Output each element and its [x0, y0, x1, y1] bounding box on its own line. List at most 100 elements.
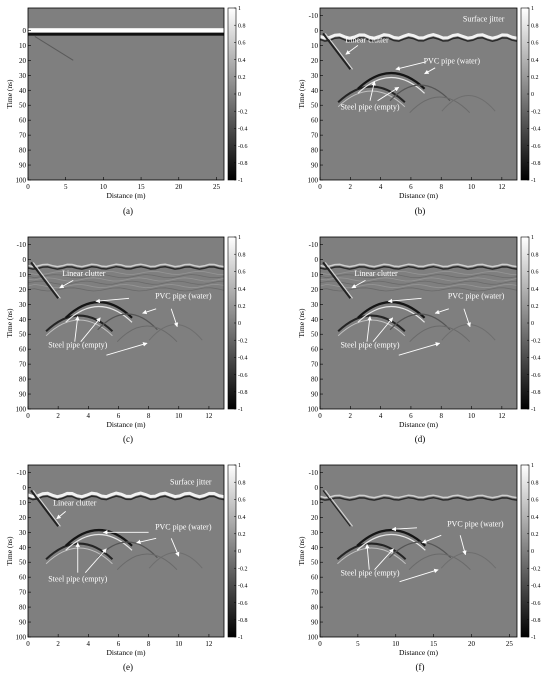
annotation-label: Steel pipe (empty)	[340, 569, 399, 578]
x-tick-label: 4	[87, 412, 91, 420]
colorbar-tick-label: 0.2	[531, 304, 539, 310]
annotation-arrow	[136, 537, 157, 545]
y-tick-label: 50	[19, 331, 27, 339]
x-tick-label: 10	[175, 412, 183, 420]
plot-frame	[319, 236, 518, 410]
surface-reflection-dark	[28, 495, 224, 501]
y-tick-label: 80	[19, 376, 27, 384]
y-tick-label: 60	[19, 346, 27, 354]
annotation-arrow	[345, 45, 359, 55]
panel-caption: (e)	[123, 662, 133, 672]
colorbar-tick-label: 1	[531, 6, 534, 12]
colorbar-tick-label: 0	[531, 549, 534, 555]
panel-d: 0 2 4 6 8 10 12-100102030405060708090100Distan…	[297, 235, 541, 444]
near-surface-texture	[320, 274, 517, 279]
x-tick-label: 8	[147, 640, 151, 648]
secondary-hyperbola	[97, 313, 158, 331]
colorbar-tick-label: -0.6	[238, 373, 248, 379]
surface-reflection-dark	[28, 265, 224, 270]
steel-pipe-hyperbola-echo	[45, 547, 113, 565]
annotation-arrow	[106, 342, 148, 356]
linear-clutter-dark	[322, 261, 352, 299]
colorbar-tick-label: 0	[531, 92, 534, 98]
annotation-label: Steel pipe (empty)	[340, 341, 399, 350]
colorbar-tick-label: 0.8	[531, 252, 539, 258]
steel-pipe-hyperbola	[337, 314, 406, 332]
colorbar-tick-label: 0	[531, 321, 534, 327]
colorbar-tick-label: -1	[531, 178, 536, 184]
x-tick-label: 0	[318, 183, 322, 191]
colorbar-tick-label: 0.2	[531, 75, 539, 81]
y-tick-label: 60	[19, 117, 27, 125]
colorbar-tick-label: -0.2	[238, 109, 248, 115]
y-tick-label: 50	[19, 559, 27, 567]
radargram-content	[320, 32, 517, 114]
y-tick-label: 40	[19, 316, 27, 324]
plot-frame	[27, 464, 225, 638]
colorbar-tick-label: 0.6	[238, 41, 246, 47]
x-tick-label: 8	[439, 183, 443, 191]
colorbar-tick-label: 0.4	[238, 58, 246, 64]
x-axis-label: Distance (m)	[107, 191, 146, 200]
deep-hyperbola	[116, 553, 178, 571]
colorbar-tick-label: -0.8	[238, 161, 248, 167]
surface-reflection-dark	[320, 265, 517, 270]
colorbar-tick-label: -0.8	[531, 618, 541, 624]
radargram-background	[28, 8, 224, 180]
pvc-pipe-hyperbola-echo	[356, 533, 426, 551]
annotation-arrow	[399, 568, 439, 583]
y-tick-label: 20	[19, 286, 27, 294]
near-surface-texture	[320, 277, 517, 282]
y-tick-label: 90	[19, 162, 27, 170]
near-surface-texture	[28, 270, 224, 275]
deep-hyperbola	[408, 553, 471, 571]
y-tick-label: 10	[19, 499, 27, 507]
y-tick-label: 100	[308, 634, 319, 642]
colorbar-tick-label: 0.8	[238, 480, 246, 486]
colorbar-tick-label: 0.6	[531, 270, 539, 276]
y-tick-label: 100	[16, 634, 27, 642]
y-tick-label: 20	[311, 514, 319, 522]
near-surface-texture	[28, 287, 224, 292]
annotation-arrow	[142, 308, 157, 315]
colorbar-tick-label: 0	[238, 549, 241, 555]
radargram-content	[320, 490, 517, 571]
colorbar-tick-label: -0.2	[238, 566, 248, 572]
steel-pipe-hyperbola-echo	[337, 547, 406, 565]
y-tick-label: 0	[315, 27, 319, 35]
colorbar-tick-label: 0.4	[238, 287, 246, 293]
pvc-pipe-hyperbola-echo	[65, 533, 133, 551]
colorbar-tick-label: -1	[238, 635, 243, 641]
y-tick-label: 20	[19, 57, 27, 65]
colorbar-tick-label: 0.6	[531, 41, 539, 47]
y-tick-label: 70	[19, 361, 27, 369]
annotation-arrow	[84, 548, 107, 573]
colorbar-tick-label: -0.6	[531, 601, 541, 607]
y-tick-label: 50	[311, 559, 319, 567]
annotation-arrow	[95, 297, 130, 304]
y-tick-label: -10	[309, 469, 319, 477]
linear-clutter-light	[324, 33, 353, 70]
pvc-pipe-hyperbola	[64, 528, 133, 547]
colorbar-tick-label: -0.2	[531, 338, 541, 344]
colorbar-tick-label: -0.6	[531, 373, 541, 379]
colorbar-tick-label: -1	[531, 635, 536, 641]
annotation-label: Linear clutter	[62, 269, 106, 278]
annotation-label: Linear clutter	[53, 498, 97, 507]
annotation-label: Surface jitter	[170, 477, 212, 486]
colorbar-tick-label: -0.4	[238, 584, 248, 590]
surface-reflection-dark	[320, 496, 517, 501]
colorbar-tick-label: 0.4	[531, 515, 539, 521]
colorbar-tick-label: -0.6	[238, 601, 248, 607]
y-tick-label: 90	[311, 391, 319, 399]
colorbar-tick-label: 0.2	[238, 75, 246, 81]
annotation-arrow	[434, 308, 449, 315]
annotation-arrow	[374, 548, 394, 570]
colorbar-tick-label: 0	[238, 321, 241, 327]
annotation-label: Surface jitter	[463, 14, 505, 23]
annotation-arrow	[56, 511, 66, 520]
annotation-arrow	[421, 534, 442, 544]
colorbar-tick-label: -1	[531, 407, 536, 413]
x-tick-label: 8	[439, 412, 443, 420]
x-tick-label: 10	[468, 412, 476, 420]
